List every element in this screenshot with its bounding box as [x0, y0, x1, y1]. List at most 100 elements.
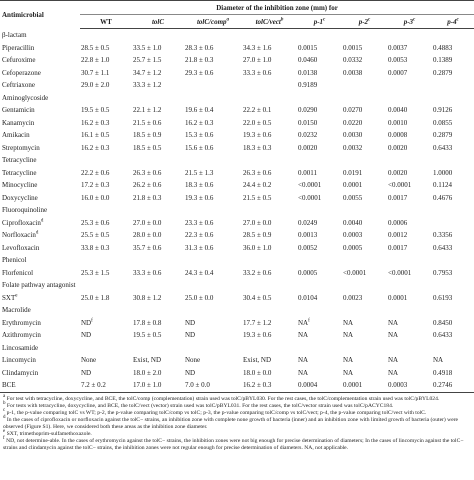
cell: 18.5 ± 0.5: [132, 142, 184, 155]
group-label: Tetracycline: [2, 156, 37, 165]
table-row: Phenicol: [0, 254, 474, 267]
cell-text: 17.2 ± 0.3: [81, 181, 110, 190]
cell-text: 0.0270: [343, 106, 363, 115]
cell: 21.8 ± 0.3: [132, 192, 184, 205]
cell-text: 0.0053: [388, 56, 408, 65]
cell-text: 21.5 ± 1.3: [185, 168, 214, 177]
cell-text: 22.1 ± 1.2: [133, 106, 162, 115]
cell-text: Gentamicin: [2, 106, 35, 115]
superscript: d: [35, 230, 39, 236]
header-cell: WT: [80, 14, 132, 29]
cell: 16.2 ± 0.3: [184, 117, 242, 130]
cell: 0.0012: [387, 229, 432, 242]
cell: 0.0191: [342, 167, 387, 180]
cell-text: 33.3 ± 0.6: [243, 68, 272, 77]
header-cell: p-1c: [297, 14, 342, 29]
data-table: Antimicrobial Diameter of the inhibition …: [0, 0, 474, 393]
table-row: Florfenicol 25.3 ± 1.5 33.3 ± 0.6 24.3 ± 0.…: [0, 267, 474, 280]
cell-text: NA: [388, 318, 399, 327]
drug-name: Cefuroxime: [0, 54, 80, 67]
cell-text: 16.2 ± 0.3: [185, 118, 214, 127]
cell-text: 19.6 ± 0.4: [185, 106, 214, 115]
cell-text: 24.4 ± 0.2: [243, 181, 272, 190]
cell: 19.3 ± 0.6: [184, 192, 242, 205]
cell-text: 0.0290: [298, 106, 318, 115]
cell-text: 16.1 ± 0.5: [81, 131, 110, 140]
cell: 35.7 ± 0.6: [132, 242, 184, 255]
cell: 30.7 ± 1.1: [80, 67, 132, 80]
cell-text: 0.0232: [298, 131, 318, 140]
cell-text: Piperacillin: [2, 43, 35, 52]
cell: 27.0 ± 1.0: [242, 54, 297, 67]
cell-text: 0.0017: [388, 243, 408, 252]
cell: 33.2 ± 0.6: [242, 267, 297, 280]
cell: 1.0000: [432, 167, 474, 180]
header-cell: p-2c: [342, 14, 387, 29]
cell: 0.4676: [432, 192, 474, 205]
cell-text: 1.0000: [433, 168, 453, 177]
cell: 28.5 ± 0.5: [80, 42, 132, 55]
cell-text: 17.0 ± 1.0: [133, 381, 162, 390]
cell: 0.7953: [432, 267, 474, 280]
cell-text: NA: [433, 356, 444, 365]
cell: 30.4 ± 0.5: [242, 292, 297, 305]
cell-text: 33.3 ± 0.6: [133, 268, 162, 277]
cell-text: 7.2 ± 0.2: [81, 381, 106, 390]
cell: [432, 217, 474, 230]
cell-text: 0.0001: [388, 293, 408, 302]
cell-text: 28.5 ± 0.9: [243, 231, 272, 240]
cell-text: 0.2879: [433, 68, 453, 77]
cell: 0.4918: [432, 367, 474, 380]
cell-text: 30.7 ± 1.1: [81, 68, 110, 77]
cell: 29.0 ± 2.0: [80, 79, 132, 92]
cell-text: 0.6193: [433, 293, 453, 302]
cell-text: 33.5 ± 1.0: [133, 43, 162, 52]
cell: 0.0003: [342, 229, 387, 242]
cell-text: 22.2 ± 0.6: [81, 168, 110, 177]
cell-text: 0.0017: [388, 193, 408, 202]
cell: 0.0038: [342, 67, 387, 80]
cell: 25.7 ± 1.5: [132, 54, 184, 67]
cell: ND: [184, 367, 242, 380]
cell-text: 0.4918: [433, 368, 453, 377]
cell-text: 31.3 ± 0.6: [185, 243, 214, 252]
table-row: Kanamycin 16.2 ± 0.3 21.5 ± 0.6 16.2 ± 0.3 2…: [0, 117, 474, 130]
cell-text: 26.3 ± 0.6: [133, 168, 162, 177]
table-row: Doxycycline 16.0 ± 0.0 21.8 ± 0.3 19.3 ± 0.…: [0, 192, 474, 205]
group-label: Phenicol: [2, 256, 27, 265]
table-row: β-lactam: [0, 29, 474, 42]
table-row: Ciprofloxacind 25.3 ± 0.6 27.0 ± 0.0 23.3 ±…: [0, 217, 474, 230]
cell-text: ND: [185, 331, 196, 340]
footnote-text: SXT, trimethoprim-sulfamethoxazole.: [6, 430, 92, 437]
drug-name: Streptomycin: [0, 142, 80, 155]
cell: 0.1124: [432, 179, 474, 192]
cell-text: 33.3 ± 1.2: [133, 81, 162, 90]
cell: 18.3 ± 0.3: [242, 142, 297, 155]
cell-text: <0.0001: [298, 181, 322, 190]
cell-text: 25.7 ± 1.5: [133, 56, 162, 65]
table-row: Gentamicin 19.5 ± 0.5 22.1 ± 1.2 19.6 ± 0.4…: [0, 104, 474, 117]
footnote-mark: b: [3, 400, 6, 406]
cell-text: <0.0001: [343, 268, 367, 277]
cell: 0.0055: [342, 192, 387, 205]
cell: 0.0249: [297, 217, 342, 230]
superscript: d: [40, 218, 44, 224]
cell: NA: [387, 317, 432, 330]
cell-text: 30.4 ± 0.5: [243, 293, 272, 302]
cell-text: 0.4883: [433, 43, 453, 52]
group-label: Fluoroquinoline: [2, 206, 48, 215]
cell-text: Lincomycin: [2, 356, 36, 365]
cell: 24.4 ± 0.2: [242, 179, 297, 192]
cell: 7.0 ± 0.0: [184, 379, 242, 393]
cell: 24.3 ± 0.4: [184, 267, 242, 280]
drug-name: Norfloxacind: [0, 229, 80, 242]
cell: NDf: [80, 317, 132, 330]
cell: 25.0 ± 1.8: [80, 292, 132, 305]
cell: <0.0001: [297, 192, 342, 205]
cell-text: 0.6433: [433, 331, 453, 340]
cell-text: 0.0020: [298, 143, 318, 152]
cell-text: Florfenicol: [2, 268, 34, 277]
cell: 25.0 ± 0.0: [184, 292, 242, 305]
cell: Exist, ND: [242, 354, 297, 367]
cell-text: 0.0008: [388, 131, 408, 140]
